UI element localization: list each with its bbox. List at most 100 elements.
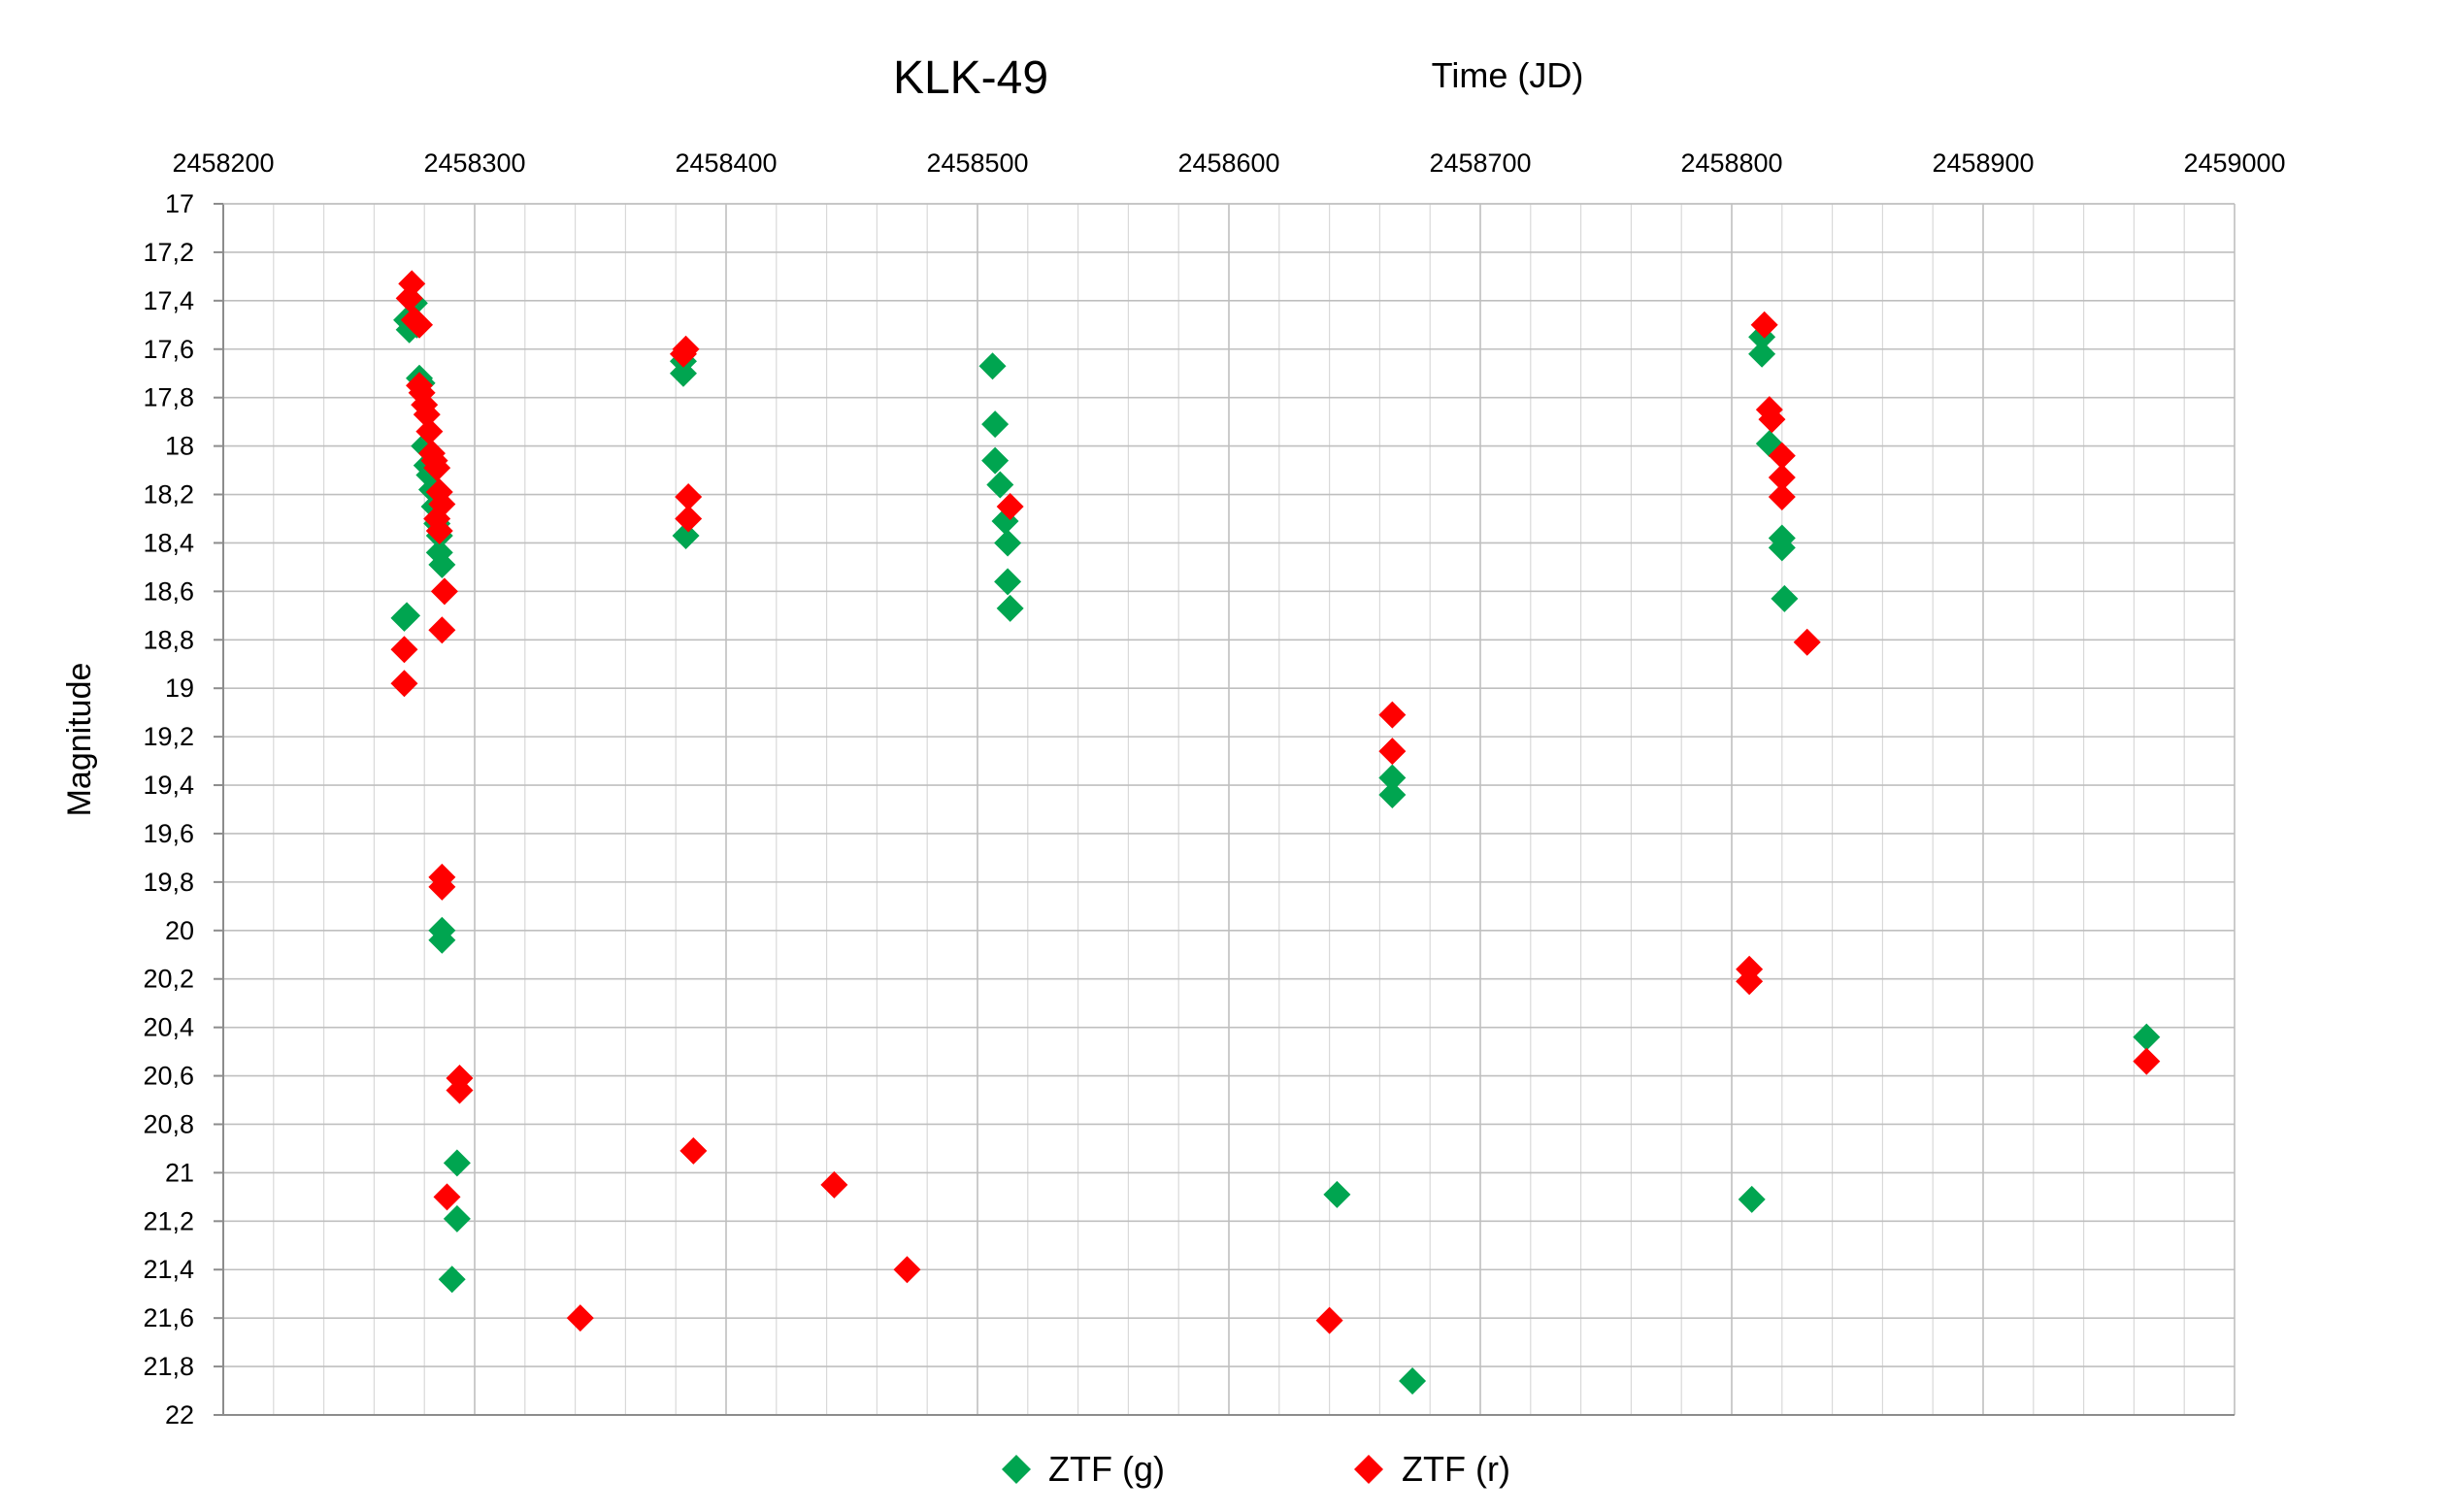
x-axis-title: Time (JD) — [1432, 55, 1584, 95]
data-point — [1768, 483, 1796, 511]
data-point — [433, 1183, 461, 1211]
data-point — [669, 340, 697, 368]
data-point — [1768, 464, 1796, 492]
data-point — [1323, 1180, 1351, 1208]
legend-label-ztf-g: ZTF (g) — [1048, 1449, 1165, 1489]
data-point — [1758, 406, 1786, 434]
y-tick-label: 21,2 — [143, 1206, 194, 1235]
y-tick-label: 21,8 — [143, 1352, 194, 1381]
y-tick-label: 18,8 — [143, 625, 194, 654]
data-point — [406, 311, 434, 339]
data-point — [2133, 1023, 2161, 1051]
y-tick-label: 19,6 — [143, 819, 194, 848]
x-tick-label: 2458500 — [926, 148, 1028, 178]
data-point — [996, 493, 1024, 520]
data-point — [430, 577, 458, 606]
data-point — [1378, 701, 1407, 729]
y-tick-label: 17,6 — [143, 335, 194, 364]
data-point — [1736, 968, 1764, 996]
data-point — [981, 446, 1010, 475]
y-tick-label: 20,6 — [143, 1062, 194, 1091]
data-point — [390, 670, 418, 698]
data-point — [1748, 340, 1776, 368]
x-tick-label: 2458400 — [675, 148, 777, 178]
data-point — [423, 454, 451, 482]
data-point — [428, 872, 456, 901]
data-point — [672, 521, 700, 549]
legend-label-ztf-r: ZTF (r) — [1402, 1449, 1510, 1489]
data-point — [1378, 764, 1407, 792]
data-point — [1315, 1306, 1343, 1334]
y-axis-title: Magnitude — [61, 663, 98, 817]
y-tick-label: 18,4 — [143, 528, 194, 557]
y-tick-label: 20 — [165, 916, 194, 945]
y-tick-label: 18,6 — [143, 576, 194, 606]
data-point — [428, 616, 456, 644]
data-point — [393, 602, 421, 630]
data-point — [669, 359, 697, 387]
y-tick-label: 17,2 — [143, 238, 194, 267]
y-tick-label: 18 — [165, 432, 194, 461]
legend: ZTF (g) ZTF (r) — [1002, 1449, 1510, 1489]
data-point — [1793, 628, 1821, 656]
x-tick-label: 2458300 — [423, 148, 525, 178]
y-tick-label: 20,8 — [143, 1109, 194, 1138]
x-tick-label: 2458600 — [1177, 148, 1279, 178]
data-point — [986, 471, 1014, 499]
chart-title: KLK-49 — [893, 52, 1048, 104]
y-tick-label: 19,2 — [143, 722, 194, 751]
series-ztf-r — [390, 270, 2161, 1334]
data-point — [443, 1204, 471, 1233]
data-point — [443, 1149, 471, 1177]
legend-marker-ztf-r — [1354, 1455, 1383, 1484]
y-tick-label: 19,4 — [143, 771, 194, 800]
y-tick-label: 21,6 — [143, 1303, 194, 1332]
y-tick-label: 19,8 — [143, 868, 194, 897]
data-point — [994, 529, 1022, 557]
y-tick-label: 21 — [165, 1158, 194, 1187]
y-tick-label: 17 — [165, 189, 194, 218]
data-point — [994, 568, 1022, 596]
x-tick-label: 2458900 — [1932, 148, 2034, 178]
data-point — [675, 483, 703, 511]
y-tick-label: 17,8 — [143, 383, 194, 412]
x-tick-label: 2459000 — [2183, 148, 2285, 178]
data-point — [820, 1170, 848, 1199]
y-tick-label: 18,2 — [143, 480, 194, 509]
data-point — [1378, 738, 1407, 766]
y-tick-label: 20,2 — [143, 965, 194, 994]
x-tick-label: 2458700 — [1429, 148, 1531, 178]
data-point — [438, 1265, 466, 1294]
data-point — [1768, 442, 1796, 470]
plot-axes — [214, 203, 2235, 1416]
data-point — [893, 1256, 921, 1284]
data-point — [446, 1076, 474, 1104]
data-point — [675, 505, 703, 533]
data-point — [395, 284, 423, 312]
data-point — [1768, 534, 1796, 562]
data-point — [1771, 584, 1799, 612]
data-point — [1750, 311, 1778, 339]
data-point — [566, 1304, 594, 1332]
data-point — [425, 516, 453, 544]
y-tick-label: 19 — [165, 674, 194, 703]
data-point — [996, 594, 1024, 622]
x-tick-label: 2458800 — [1680, 148, 1782, 178]
data-point — [1399, 1367, 1427, 1396]
data-point — [1738, 1185, 1766, 1213]
y-tick-label: 17,4 — [143, 286, 194, 315]
data-point — [428, 926, 456, 954]
x-tick-label: 2458200 — [172, 148, 274, 178]
y-tick-label: 22 — [165, 1400, 194, 1430]
legend-marker-ztf-g — [1002, 1455, 1031, 1484]
data-point — [390, 636, 418, 664]
data-points — [390, 270, 2161, 1396]
data-point — [2133, 1047, 2161, 1075]
data-point — [978, 352, 1007, 380]
data-point — [428, 550, 456, 578]
plot-grid — [222, 203, 2236, 1416]
y-tick-label: 21,4 — [143, 1255, 194, 1284]
data-point — [981, 411, 1010, 439]
data-point — [413, 401, 441, 429]
